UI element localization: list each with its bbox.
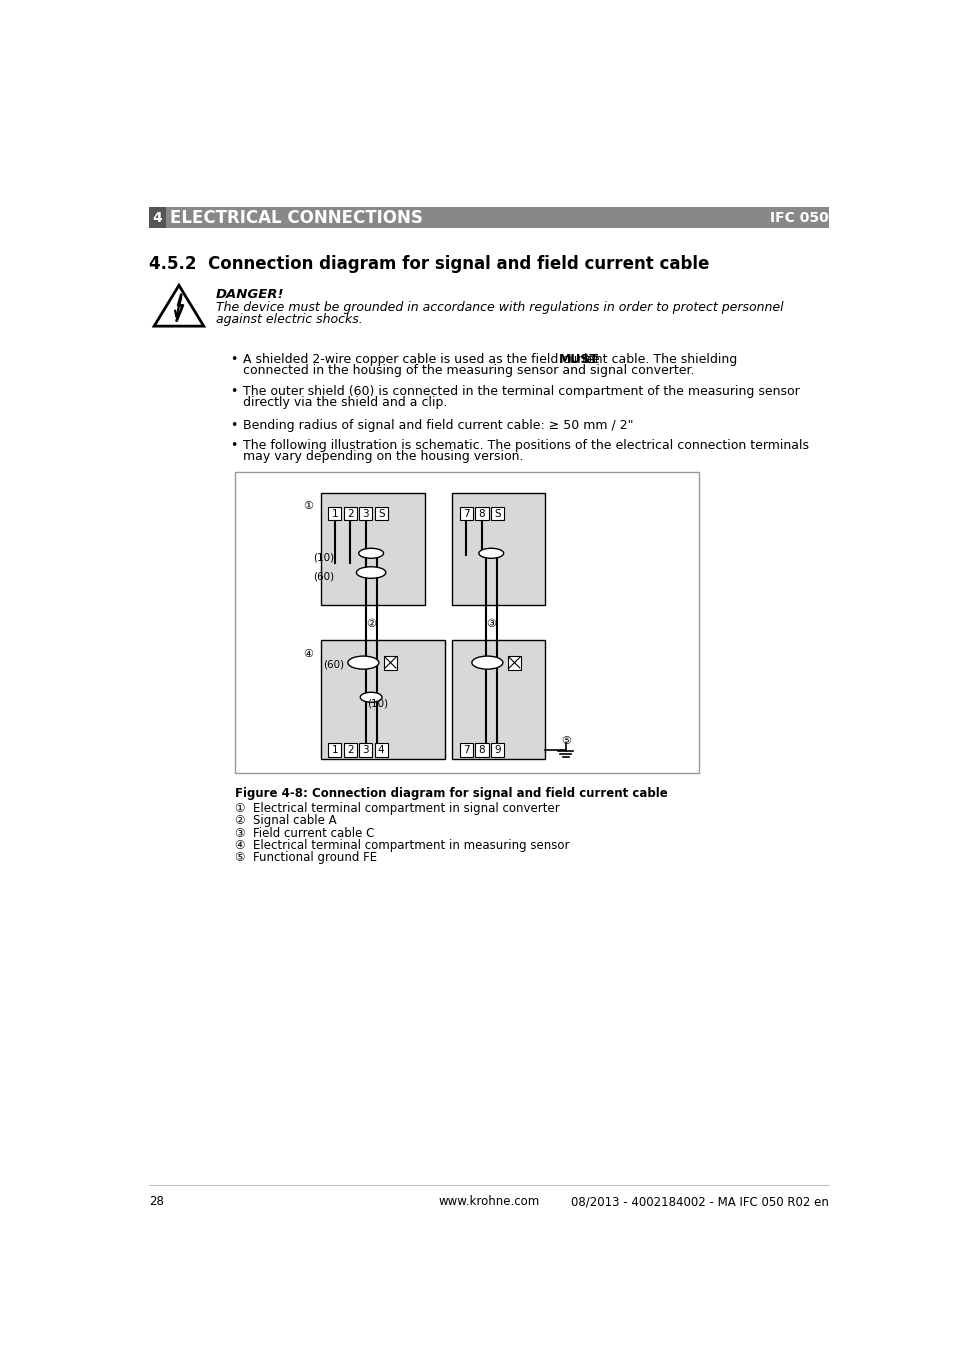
Text: 7: 7 [462,744,469,755]
Text: may vary depending on the housing version.: may vary depending on the housing versio… [243,450,523,463]
Text: •: • [230,439,237,453]
Text: ⑤  Functional ground FE: ⑤ Functional ground FE [235,851,377,865]
Text: ③  Field current cable C: ③ Field current cable C [235,827,375,839]
Text: 9: 9 [494,744,500,755]
Text: •: • [230,385,237,399]
Text: •: • [230,419,237,431]
Text: ①  Electrical terminal compartment in signal converter: ① Electrical terminal compartment in sig… [235,802,559,815]
Text: ①: ① [303,501,313,511]
Bar [459,507,473,520]
Text: The device must be grounded in accordance with regulations in order to protect p: The device must be grounded in accordanc… [216,301,783,313]
Text: 4: 4 [377,744,384,755]
Text: ④  Electrical terminal compartment in measuring sensor: ④ Electrical terminal compartment in mea… [235,839,569,852]
Text: 28: 28 [149,1196,163,1208]
Text: ②: ② [366,619,375,628]
Text: Figure 4-8: Connection diagram for signal and field current cable: Figure 4-8: Connection diagram for signa… [235,786,667,800]
Bar [383,655,397,670]
Text: 4: 4 [152,211,162,224]
Bar [491,507,503,520]
Ellipse shape [356,567,385,578]
Text: directly via the shield and a clip.: directly via the shield and a clip. [243,396,447,409]
Text: 2: 2 [347,744,354,755]
Bar [375,743,387,757]
Text: 3: 3 [362,744,369,755]
Bar [358,507,372,520]
Text: The outer shield (60) is connected in the terminal compartment of the measuring : The outer shield (60) is connected in th… [243,385,800,399]
Ellipse shape [348,657,378,669]
Bar [235,473,699,773]
Bar [149,207,166,228]
Bar [475,507,488,520]
Text: ④: ④ [303,648,313,659]
Text: 8: 8 [478,744,485,755]
Text: www.krohne.com: www.krohne.com [437,1196,539,1208]
Bar [149,207,828,228]
Bar [452,639,545,759]
Text: be: be [579,353,599,366]
Text: ②  Signal cable A: ② Signal cable A [235,815,336,827]
Ellipse shape [358,549,383,558]
Text: MUST: MUST [558,353,598,366]
Bar [328,507,341,520]
Bar [452,493,545,605]
Text: (60): (60) [322,659,344,669]
Text: S: S [494,508,500,519]
Text: The following illustration is schematic. The positions of the electrical connect: The following illustration is schematic.… [243,439,808,453]
Text: S: S [377,508,384,519]
Text: Bending radius of signal and field current cable: ≥ 50 mm / 2": Bending radius of signal and field curre… [243,419,633,431]
Text: •: • [230,353,237,366]
Bar [491,743,503,757]
Text: 3: 3 [362,508,369,519]
Text: IFC 050: IFC 050 [770,211,828,224]
Text: 4.5.2  Connection diagram for signal and field current cable: 4.5.2 Connection diagram for signal and … [149,254,708,273]
Bar [475,743,488,757]
Text: 1: 1 [331,508,337,519]
Text: connected in the housing of the measuring sensor and signal converter.: connected in the housing of the measurin… [243,363,694,377]
Bar [343,743,356,757]
Text: ③: ③ [486,619,496,628]
Bar [328,743,341,757]
Text: (10): (10) [367,698,388,708]
Bar [320,639,444,759]
Bar [459,743,473,757]
Text: 1: 1 [331,744,337,755]
Ellipse shape [472,657,502,669]
Bar [375,507,387,520]
Bar [320,493,425,605]
Text: ⑤: ⑤ [560,736,571,746]
Text: 08/2013 - 4002184002 - MA IFC 050 R02 en: 08/2013 - 4002184002 - MA IFC 050 R02 en [571,1196,828,1208]
Text: against electric shocks.: against electric shocks. [216,313,362,326]
Bar [343,507,356,520]
Bar [507,655,521,670]
Ellipse shape [478,549,503,558]
Text: 7: 7 [462,508,469,519]
Text: A shielded 2-wire copper cable is used as the field current cable. The shielding: A shielded 2-wire copper cable is used a… [243,353,740,366]
Text: 2: 2 [347,508,354,519]
Text: (60): (60) [313,571,334,581]
Text: DANGER!: DANGER! [216,288,284,301]
Ellipse shape [360,692,381,703]
Text: 8: 8 [478,508,485,519]
Bar [358,743,372,757]
Text: (10): (10) [313,553,334,562]
Text: ELECTRICAL CONNECTIONS: ELECTRICAL CONNECTIONS [171,208,423,227]
